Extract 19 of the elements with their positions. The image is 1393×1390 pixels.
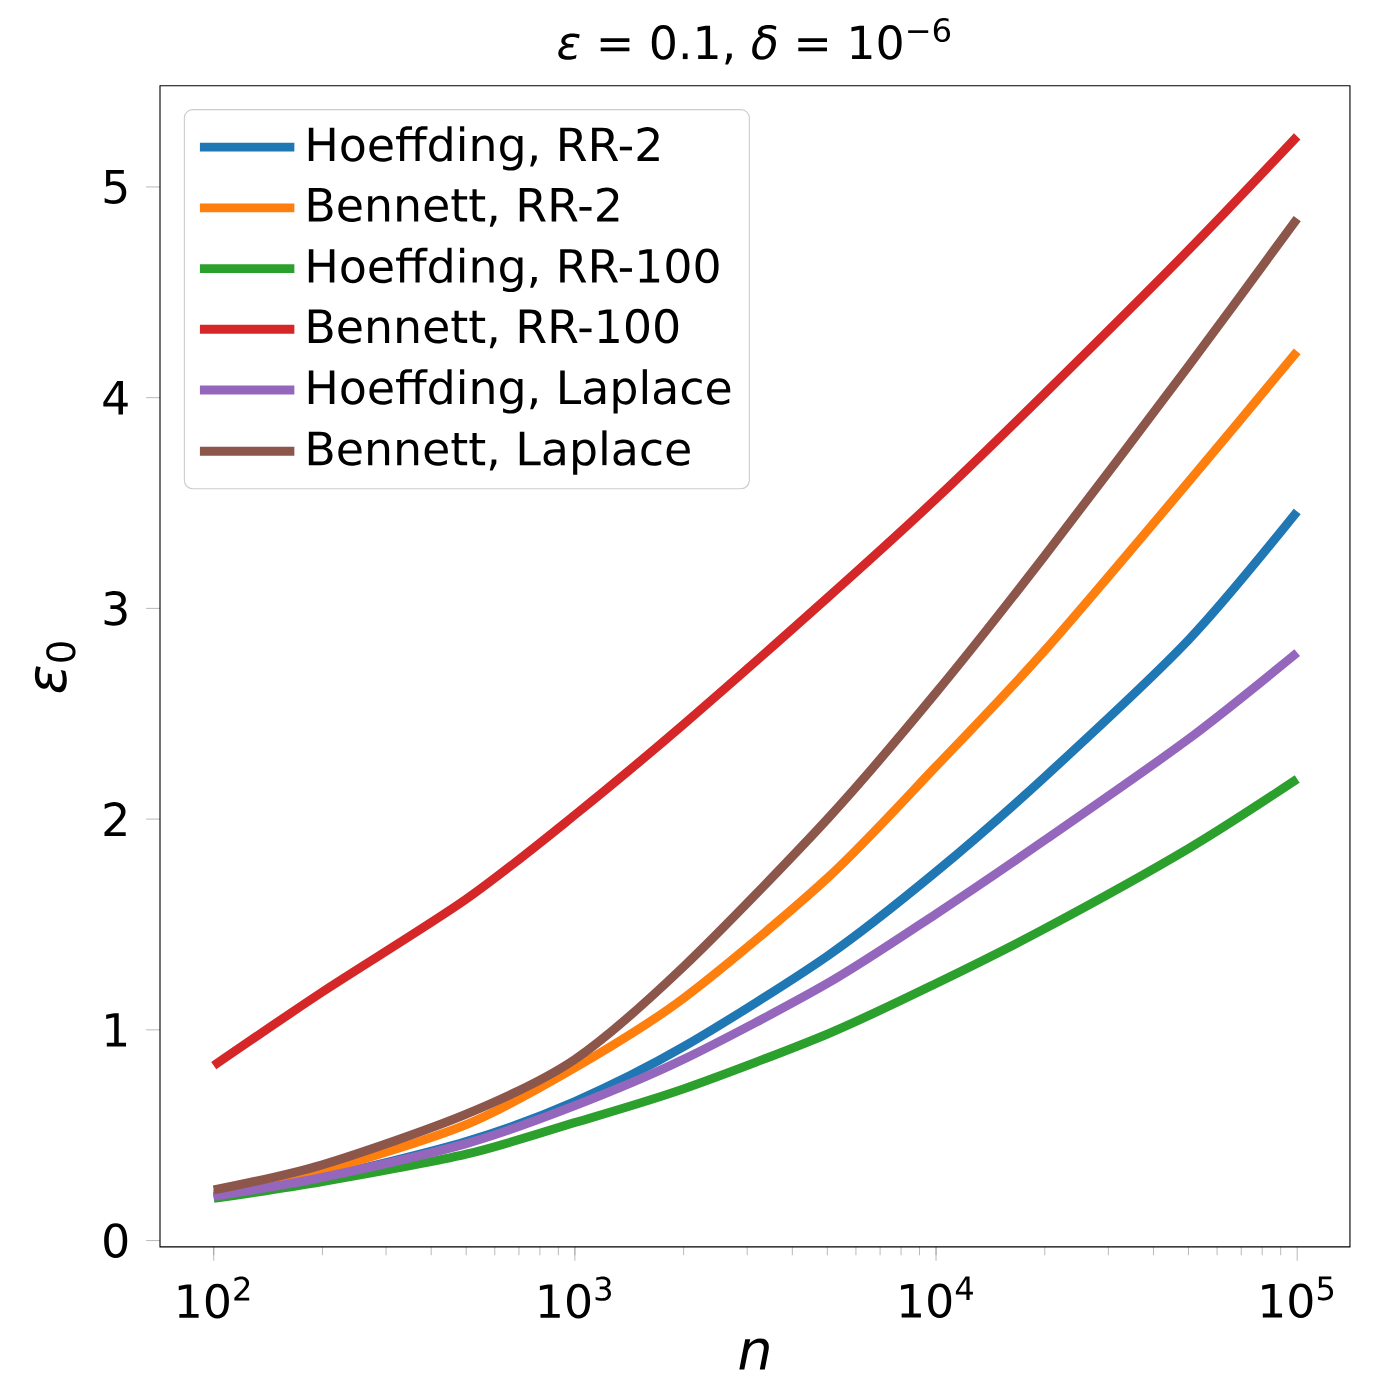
legend-label: Bennett, Laplace	[308, 430, 690, 475]
legend-label: Bennett, RR-2	[308, 187, 619, 227]
y-axis-title: ε$_{0}$	[34, 642, 76, 693]
legend-label: Hoeffding, RR-100	[308, 247, 719, 293]
legend-label: Bennett, RR-100	[308, 308, 679, 349]
y-tick-label: 2	[104, 802, 126, 837]
y-tick-label: 5	[104, 169, 127, 205]
chart-title: ε = 0.1, δ = 10$^{−6}$	[558, 17, 951, 65]
legend-label: Hoeffding, RR-2	[308, 126, 659, 171]
y-tick-label: 1	[106, 1013, 127, 1047]
x-axis-title: n	[739, 1338, 769, 1370]
x-tick-label: 10$^{2}$	[178, 1276, 250, 1319]
x-tick-label: 10$^{5}$	[1262, 1276, 1334, 1319]
y-tick-label: 0	[104, 1223, 128, 1258]
x-tick-label: 10$^{3}$	[539, 1276, 611, 1319]
legend-label: Hoeffding, Laplace	[308, 369, 731, 414]
x-tick-label: 10$^{4}$	[901, 1276, 973, 1319]
y-tick-label: 4	[103, 381, 128, 415]
y-tick-label: 3	[104, 591, 127, 626]
